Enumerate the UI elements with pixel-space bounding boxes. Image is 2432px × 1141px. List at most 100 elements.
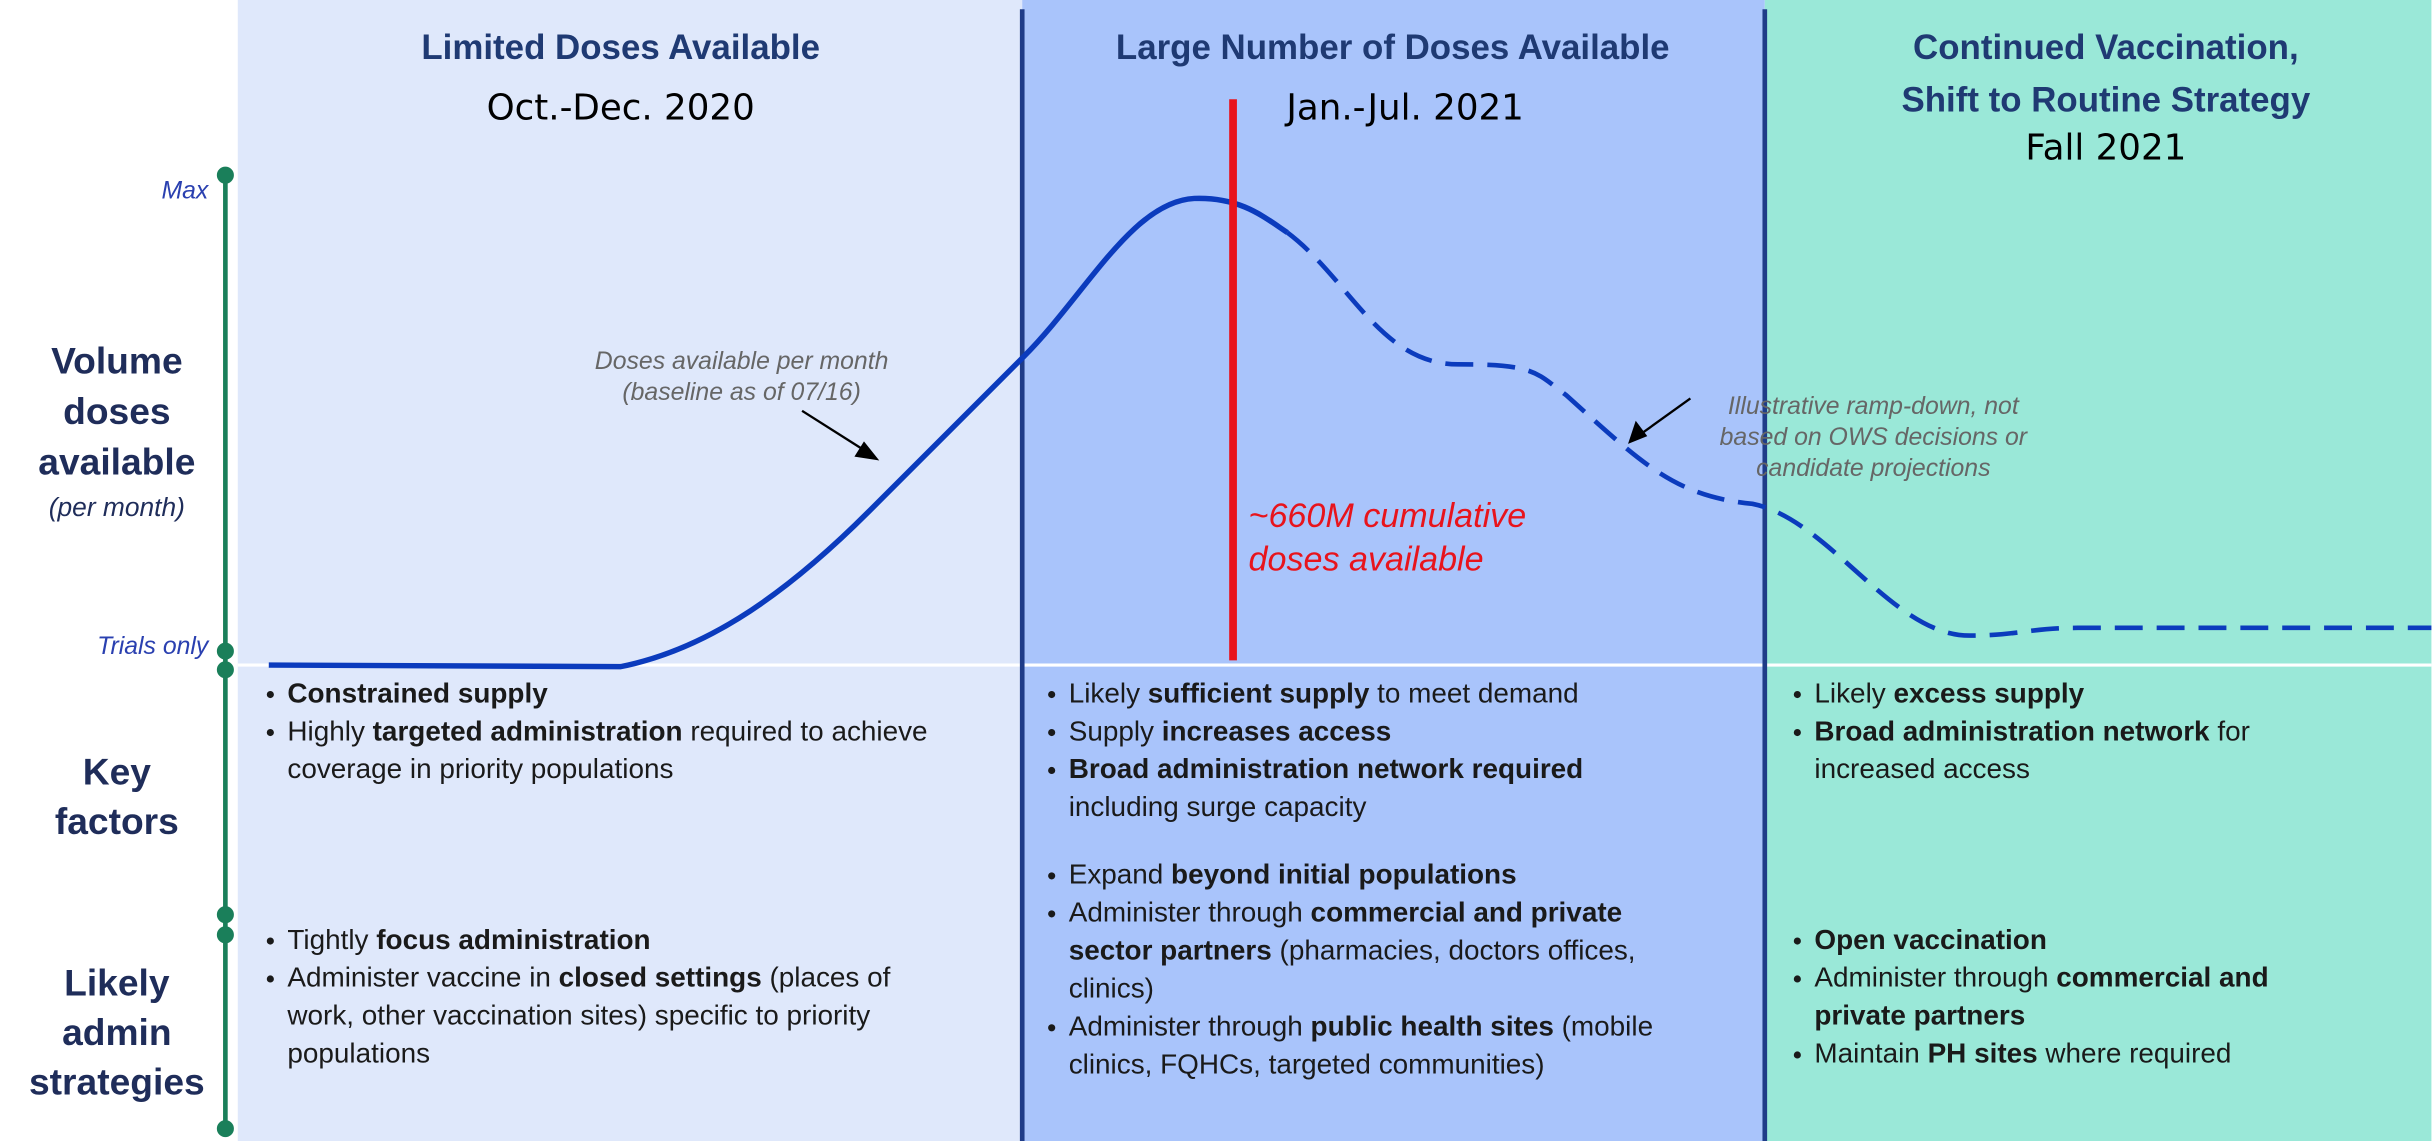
- row-label: factors: [55, 800, 179, 842]
- bullet-line: Likely excess supply: [1814, 677, 2084, 708]
- bullet-line: private partners: [1814, 1000, 2025, 1031]
- bullet-text: populations: [287, 1038, 430, 1069]
- column-title: Limited Doses Available: [421, 28, 820, 67]
- ramp-down-curve: [1285, 230, 2432, 638]
- row-label: Volume: [51, 340, 183, 382]
- bullet-dot: [1048, 690, 1056, 699]
- doses-curve: [268, 195, 1289, 670]
- bullet-dot: [1793, 1051, 1801, 1059]
- axis-max: Max: [161, 177, 209, 204]
- bullet-line: coverage in priority populations: [287, 753, 673, 784]
- bullet-text: Supply: [1069, 715, 1162, 746]
- row-label: doses: [63, 390, 170, 432]
- column-title: Continued Vaccination,: [1913, 28, 2299, 67]
- bullet-text: Administer through: [1069, 1011, 1311, 1042]
- bullet-line: Maintain PH sites where required: [1814, 1038, 2231, 1069]
- bullet-text: private partners: [1814, 1000, 2025, 1031]
- bullet-dot: [1048, 728, 1056, 737]
- bullet-text: Tightly: [287, 924, 376, 955]
- bullet-dot: [1793, 690, 1801, 699]
- bullet-text: commercial and: [2056, 962, 2268, 993]
- row-label: Key: [83, 750, 152, 792]
- bullet-line: Open vaccination: [1814, 924, 2046, 955]
- bullet-line: including surge capacity: [1069, 791, 1367, 822]
- bullet-text: Broad administration network: [1814, 715, 2210, 746]
- bullet-line: Administer through commercial and privat…: [1069, 897, 1622, 928]
- annotation: Doses available per month: [595, 348, 889, 375]
- bullet-text: required to achieve: [683, 715, 928, 746]
- row-sublabel: (per month): [49, 492, 185, 522]
- bullet-text: coverage in priority populations: [287, 753, 673, 784]
- annotation: doses available: [1249, 541, 1484, 579]
- bullet-text: focus administration: [376, 924, 650, 955]
- column-period: Oct.-Dec. 2020: [487, 87, 755, 128]
- bullet-line: Administer vaccine in closed settings (p…: [287, 962, 890, 993]
- bullet-text: Administer vaccine in: [287, 962, 558, 993]
- bullet-dot: [266, 690, 274, 699]
- bullet-dot: [266, 975, 274, 983]
- content: Volume doses available (per month) Key factor…: [29, 28, 2311, 1103]
- bullet-line: clinics, FQHCs, targeted communities): [1069, 1049, 1545, 1080]
- bullet-text: sufficient supply: [1148, 677, 1370, 708]
- bullet-line: work, other vaccination sites) specific …: [286, 1000, 870, 1031]
- bullet-text: increases access: [1162, 715, 1392, 746]
- bullet-line: increased access: [1814, 753, 2030, 784]
- row-label: admin: [62, 1011, 172, 1053]
- bullet-dot: [1793, 728, 1801, 737]
- bullet-line: populations: [287, 1038, 430, 1069]
- annotation: Illustrative ramp-down, not: [1728, 393, 2020, 420]
- bullet-text: Open vaccination: [1814, 924, 2046, 955]
- bullet-line: Administer through public health sites (…: [1069, 1011, 1653, 1042]
- bullet-text: for: [2210, 715, 2250, 746]
- bullet-text: work, other vaccination sites) specific …: [286, 1000, 870, 1031]
- column-title: Large Number of Doses Available: [1116, 28, 1670, 67]
- column-title: Shift to Routine Strategy: [1901, 81, 2310, 120]
- bullet-dot: [1793, 975, 1801, 983]
- bullet-line: Constrained supply: [287, 677, 548, 708]
- annotation: ~660M cumulative: [1249, 497, 1527, 535]
- bullet-text: Maintain: [1814, 1038, 1927, 1069]
- row-label: Likely: [64, 961, 170, 1003]
- bullet-dot: [266, 728, 274, 737]
- bullet-text: Highly: [287, 715, 372, 746]
- bullet-dot: [1048, 766, 1056, 775]
- bullet-text: where required: [2038, 1038, 2232, 1069]
- bullet-text: PH sites: [1928, 1038, 2038, 1069]
- bullet-line: Supply increases access: [1069, 715, 1392, 746]
- phase-3-bg: [1764, 0, 2432, 1141]
- column-period: Fall 2021: [2025, 128, 2186, 169]
- bullet-line: Expand beyond initial populations: [1069, 859, 1517, 890]
- bullet-dot: [1048, 910, 1056, 918]
- bullet-text: Expand: [1069, 859, 1171, 890]
- arrows: [801, 397, 1692, 461]
- bullet-text: targeted administration: [373, 715, 683, 746]
- bullet-text: Constrained supply: [287, 677, 548, 708]
- bullet-line: Broad administration network required: [1069, 753, 1584, 784]
- phase-2-bg: [1022, 0, 1765, 1141]
- bullet-text: sector partners: [1069, 935, 1272, 966]
- bullet-text: clinics): [1069, 973, 1154, 1004]
- bullet-text: Administer through: [1069, 897, 1311, 928]
- annotation: based on OWS decisions or: [1720, 424, 2029, 451]
- bullet-text: (places of: [762, 962, 891, 993]
- bullet-text: beyond initial populations: [1171, 859, 1517, 890]
- phase-1-bg: [237, 0, 1023, 1141]
- bullet-text: closed settings: [559, 962, 762, 993]
- bullet-dot: [1048, 1024, 1056, 1032]
- bullet-text: Administer through: [1814, 962, 2056, 993]
- bullet-text: increased access: [1814, 753, 2030, 784]
- bullet-text: including surge capacity: [1069, 791, 1367, 822]
- bullet-line: Broad administration network for: [1814, 715, 2249, 746]
- bullet-line: clinics): [1069, 973, 1154, 1004]
- bullet-dot: [1048, 872, 1056, 880]
- bullet-text: public health sites: [1311, 1011, 1554, 1042]
- axis-min: Trials only: [97, 633, 210, 660]
- bullet-line: Administer through commercial and: [1814, 962, 2268, 993]
- bullet-text: (pharmacies, doctors offices,: [1272, 935, 1636, 966]
- bullet-text: Likely: [1814, 677, 1893, 708]
- bullet-text: commercial and private: [1311, 897, 1623, 928]
- bullet-text: excess supply: [1893, 677, 2084, 708]
- bullet-line: sector partners (pharmacies, doctors off…: [1069, 935, 1636, 966]
- bullet-text: to meet demand: [1369, 677, 1578, 708]
